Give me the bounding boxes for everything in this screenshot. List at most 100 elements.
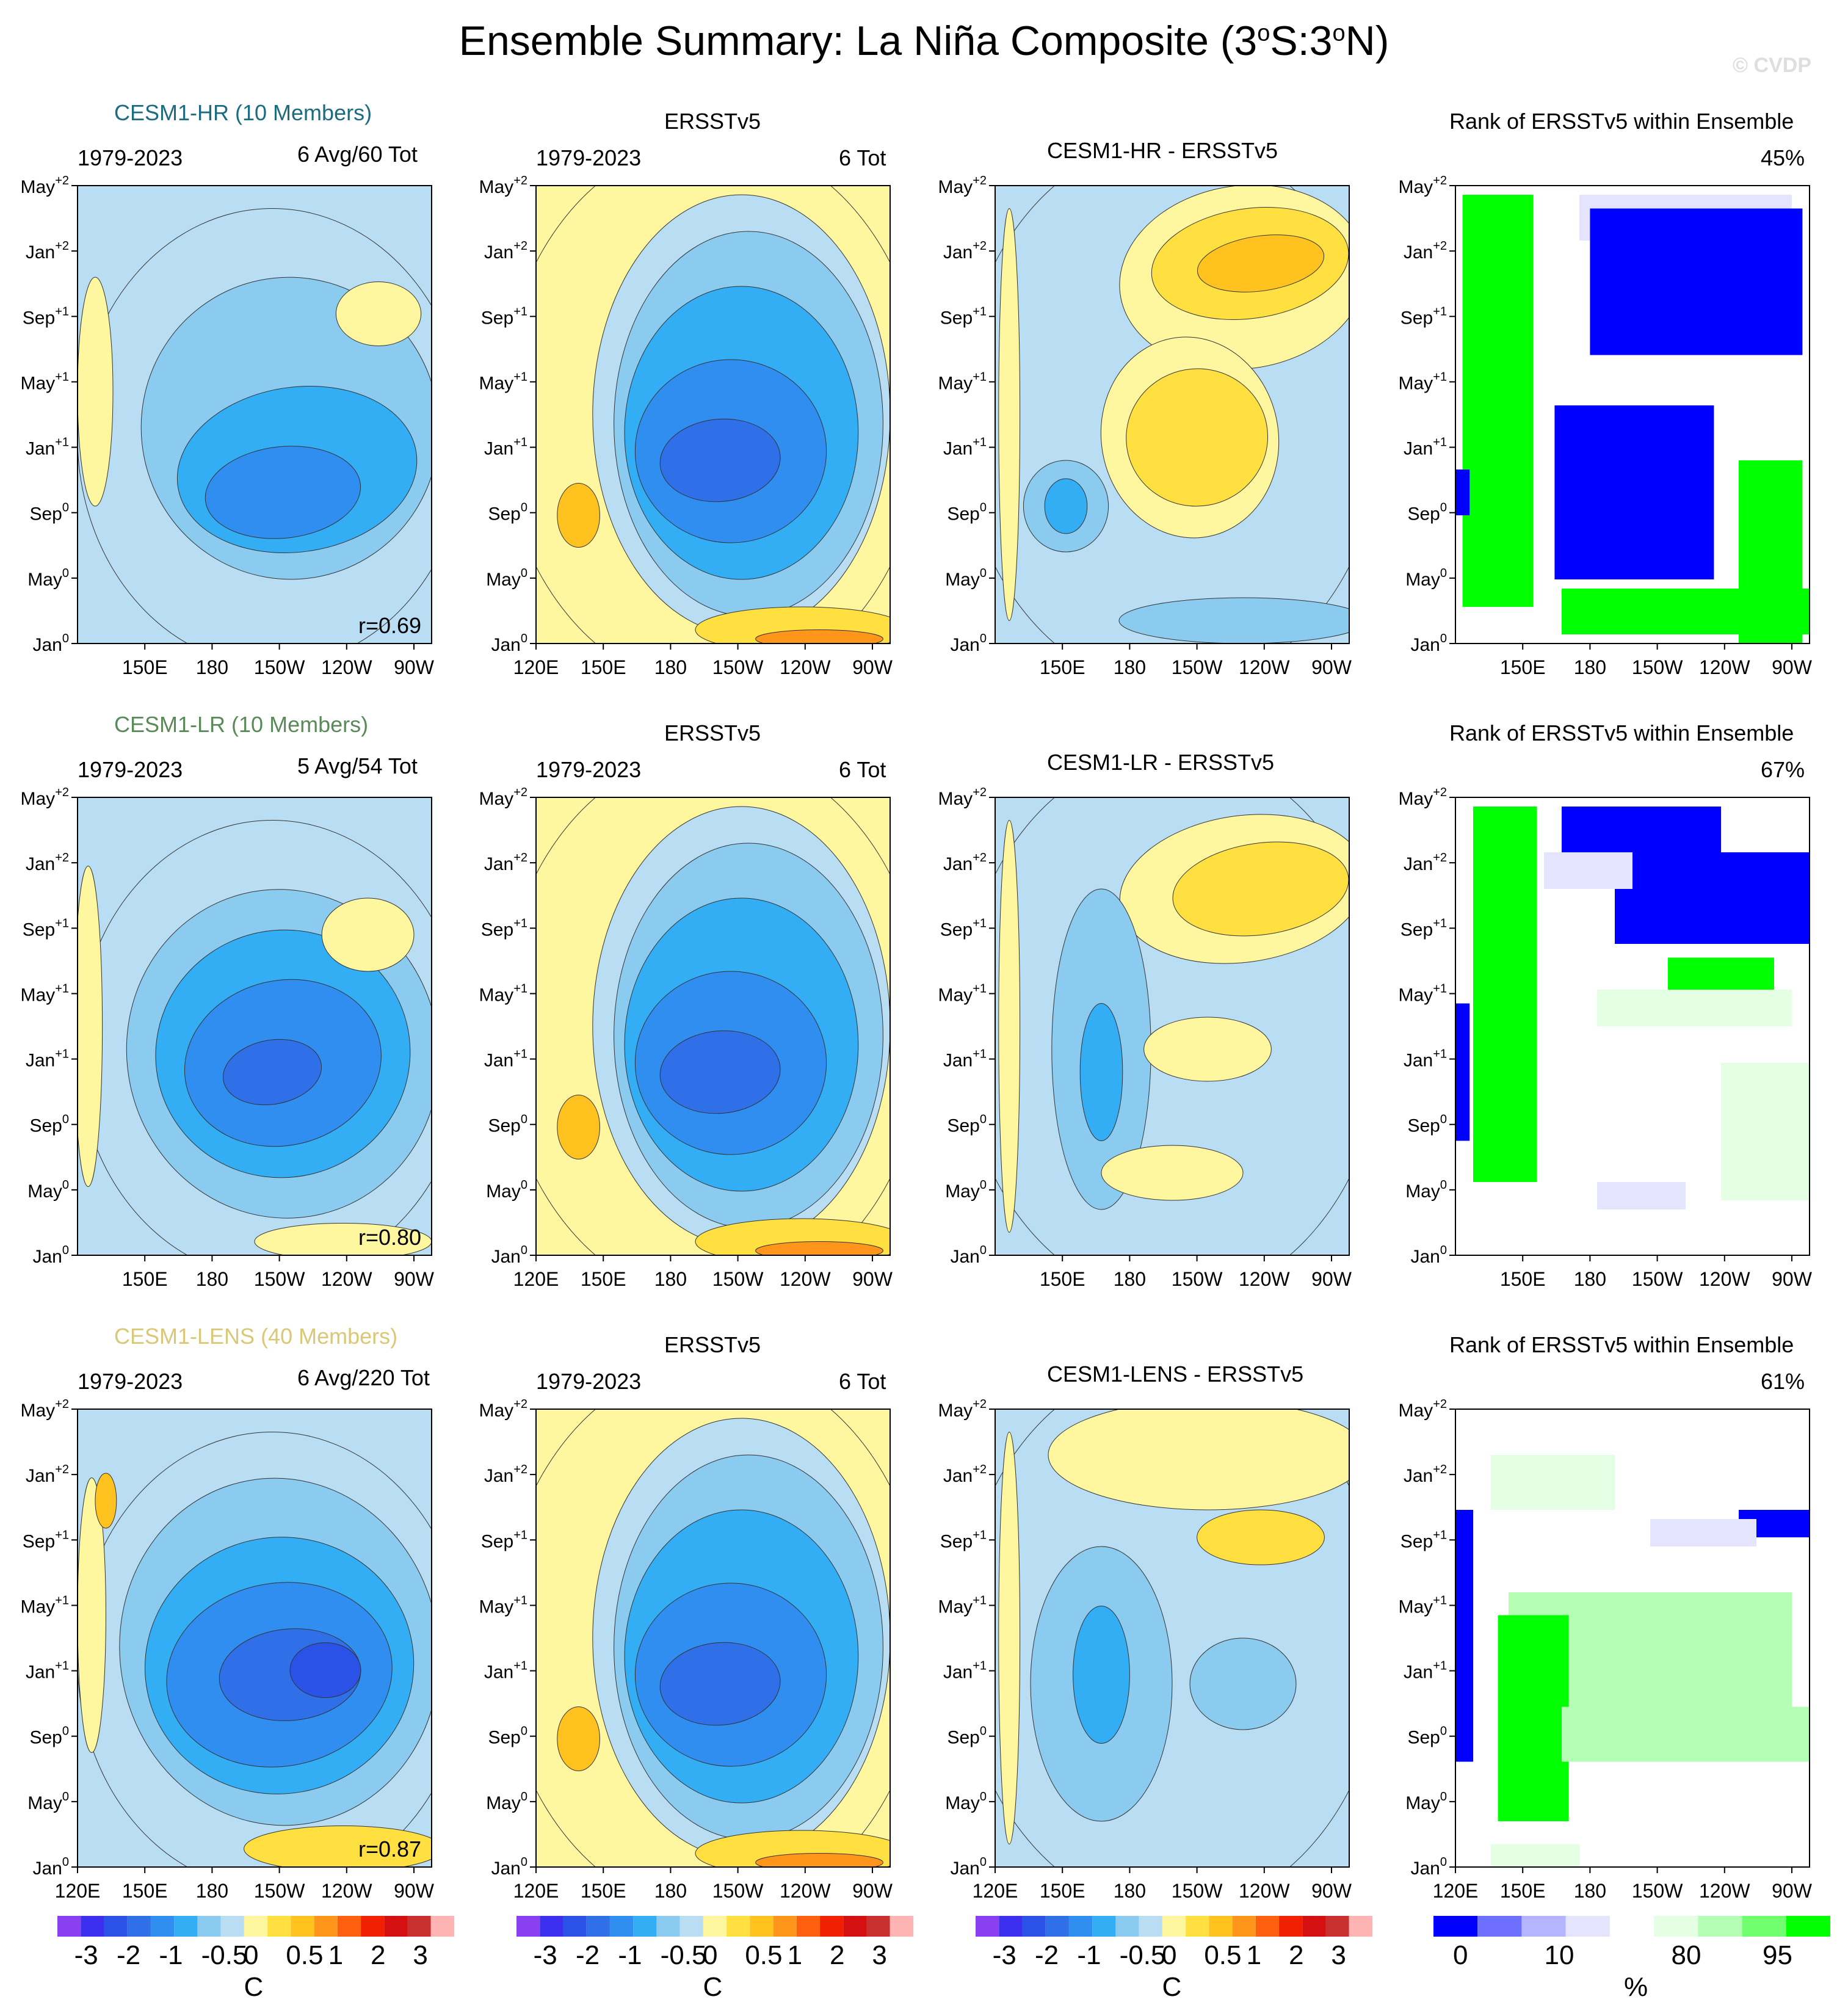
- period-label: 1979-2023: [78, 757, 183, 782]
- colorbar-swatch: [1609, 1916, 1654, 1937]
- colorbar-swatches: [57, 1916, 454, 1937]
- panel-r3-c2: Jan0 May0 Sep0 Jan+1 May+1 Sep+1 Jan+2 May+2 120…: [479, 1398, 893, 1902]
- colorbar-swatch: [999, 1916, 1023, 1937]
- y-tick-label: Sep0: [1407, 501, 1447, 524]
- x-tick-label: 150E: [1040, 1268, 1085, 1290]
- x-tick-label: 150W: [254, 1268, 305, 1290]
- y-tick-label: Sep+1: [481, 305, 527, 328]
- rank-percent: 61%: [1761, 1369, 1805, 1394]
- colorbar-swatch: [1325, 1916, 1349, 1937]
- y-tick-label: May+1: [479, 982, 528, 1005]
- panel-r1-c1: Jan0 May0 Sep0 Jan+1 May+1 Sep+1 Jan+2 May+2 150…: [21, 174, 435, 678]
- x-tick-label: 120W: [1239, 656, 1290, 678]
- x-tick-label: 180: [654, 1880, 687, 1902]
- y-tick-label: May+1: [938, 1594, 987, 1617]
- colorbar-swatch: [1068, 1916, 1093, 1937]
- y-tick-label: Sep0: [488, 1725, 527, 1748]
- contour-region: [78, 277, 114, 507]
- colorbar-swatch: [727, 1916, 750, 1937]
- x-tick-label: 120W: [321, 1268, 372, 1290]
- colorbar-label: -0.5: [201, 1940, 248, 1970]
- y-tick-label: May+2: [479, 786, 528, 809]
- colorbar-swatch: [1022, 1916, 1046, 1937]
- y-tick-label: Jan+2: [1404, 851, 1447, 874]
- contour-region: [659, 1642, 781, 1726]
- x-tick-label: 150W: [1172, 656, 1223, 678]
- colorbar-label: -1: [618, 1940, 642, 1970]
- x-tick-label: 150E: [122, 656, 168, 678]
- colorbar-swatch: [1349, 1916, 1372, 1937]
- colorbar-swatch: [1786, 1916, 1830, 1937]
- obs-count: 6 Tot: [839, 757, 886, 782]
- y-tick-label: Jan+2: [943, 1463, 987, 1486]
- colorbar-swatch: [407, 1916, 431, 1937]
- y-tick-label: Sep0: [947, 1725, 987, 1748]
- y-tick-label: May+2: [479, 1398, 528, 1421]
- y-tick-label: Jan+1: [943, 1048, 987, 1071]
- colorbar-label: -1: [1077, 1940, 1101, 1970]
- y-tick-label: Jan+1: [943, 436, 987, 459]
- colorbar-swatch: [1521, 1916, 1566, 1937]
- y-tick-label: Sep+1: [1400, 305, 1447, 328]
- x-tick-label: 180: [654, 1268, 687, 1290]
- colorbar-label: 0: [1162, 1940, 1177, 1970]
- panel-r1-c3: Jan0 May0 Sep0 Jan+1 May+1 Sep+1 Jan+2 May+2 150…: [938, 174, 1352, 678]
- colorbar-swatch: [890, 1916, 913, 1937]
- y-tick-label: May0: [945, 1790, 987, 1813]
- colorbar-swatch: [1209, 1916, 1233, 1937]
- colorbar-unit: C: [1162, 1972, 1182, 2002]
- rank-block: [1544, 852, 1632, 889]
- y-tick-label: Sep+1: [940, 916, 987, 940]
- y-tick-label: May0: [1405, 1790, 1447, 1813]
- y-tick-label: May+2: [479, 174, 528, 197]
- rank-block: [1562, 1706, 1810, 1762]
- colorbar-swatch: [843, 1916, 867, 1937]
- period-label: 1979-2023: [78, 1369, 183, 1394]
- colorbar-swatch: [314, 1916, 338, 1937]
- y-tick-label: Jan+2: [484, 239, 527, 263]
- panel-r2-c4: Jan0 May0 Sep0 Jan+1 May+1 Sep+1 Jan+2 May+2 150…: [1399, 786, 1813, 1290]
- colorbar-swatch: [1433, 1916, 1478, 1937]
- y-tick-label: Jan0: [1411, 1855, 1448, 1879]
- x-tick-label: 150W: [1632, 1880, 1683, 1902]
- y-tick-label: Jan0: [491, 1855, 528, 1879]
- y-tick-label: May+2: [1399, 1398, 1448, 1421]
- plot-area: Jan0 May0 Sep0 Jan+1 May+1 Sep+1 Jan+2 May+2 120…: [479, 786, 893, 1290]
- colorbar-label: 3: [1331, 1940, 1346, 1970]
- x-tick-label: 180: [1114, 656, 1146, 678]
- colorbar-swatch: [1045, 1916, 1069, 1937]
- x-tick-label: 90W: [1311, 656, 1352, 678]
- y-tick-label: May+2: [938, 1398, 987, 1421]
- x-tick-label: 120E: [513, 656, 559, 678]
- period-label: 1979-2023: [78, 145, 183, 170]
- x-tick-label: 120W: [321, 1880, 372, 1902]
- contour-region: [755, 1853, 883, 1867]
- y-tick-label: Sep0: [29, 1113, 69, 1136]
- colorbar-swatch: [57, 1916, 81, 1937]
- x-tick-label: 180: [1114, 1268, 1146, 1290]
- y-tick-label: Jan+1: [943, 1659, 987, 1683]
- contour-region: [205, 446, 361, 539]
- colorbar-swatch: [197, 1916, 221, 1937]
- period-label: 1979-2023: [536, 1369, 642, 1394]
- y-tick-label: May0: [945, 567, 987, 590]
- x-tick-label: 120W: [1239, 1880, 1290, 1902]
- contour-region: [95, 1473, 117, 1529]
- colorbar-label: 2: [830, 1940, 845, 1970]
- colorbar-swatch: [609, 1916, 634, 1937]
- y-tick-label: Jan+1: [1404, 436, 1447, 459]
- colorbar-unit: C: [244, 1972, 264, 2002]
- contour-region: [289, 1642, 361, 1698]
- ensemble-label: CESM1-LR (10 Members): [114, 712, 369, 737]
- pattern-correlation: r=0.87: [358, 1837, 422, 1862]
- colorbar-label: 1: [328, 1940, 344, 1970]
- plot-area: Jan0 May0 Sep0 Jan+1 May+1 Sep+1 Jan+2 May+2 150…: [1399, 174, 1813, 678]
- x-tick-label: 150W: [254, 656, 305, 678]
- plot-frame: [1455, 797, 1810, 1256]
- colorbar-label: 10: [1544, 1940, 1574, 1970]
- x-tick-label: 120W: [1699, 1880, 1750, 1902]
- plot-frame: [77, 797, 432, 1256]
- colorbar-swatch: [679, 1916, 703, 1937]
- contour-region: [659, 1030, 781, 1114]
- x-tick-label: 150E: [1500, 656, 1546, 678]
